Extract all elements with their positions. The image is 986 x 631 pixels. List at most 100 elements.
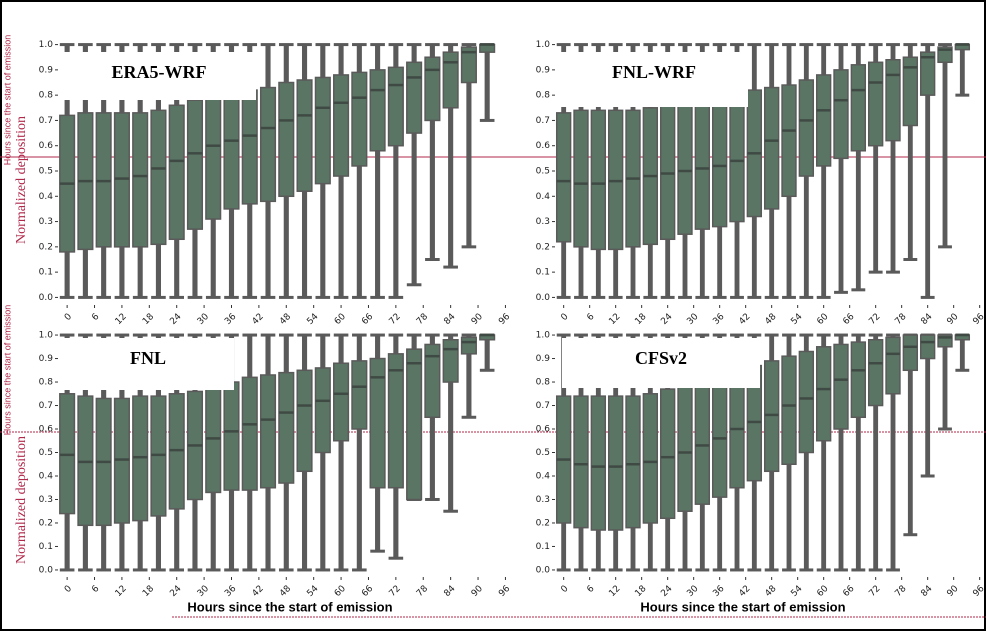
box xyxy=(314,367,331,454)
y-tick-label: 0.8 xyxy=(536,91,551,101)
box xyxy=(815,346,832,442)
box xyxy=(711,374,728,498)
box xyxy=(850,64,867,152)
box xyxy=(424,343,441,419)
y-tick-label: 0.2 xyxy=(39,242,53,252)
box xyxy=(205,94,222,220)
box xyxy=(607,395,624,531)
y-tick-label: 1.0 xyxy=(39,331,54,341)
y-tick-label: 0.5 xyxy=(536,448,550,458)
box xyxy=(781,355,797,465)
box xyxy=(937,46,953,64)
box xyxy=(607,109,624,251)
box xyxy=(885,336,901,395)
box xyxy=(677,99,693,235)
panel-title: ERA5-WRF xyxy=(112,62,207,82)
y-tick-label: 1.0 xyxy=(39,40,54,50)
y-tick-label: 0.3 xyxy=(536,217,550,227)
box xyxy=(460,46,477,84)
y-tick-label: 0.2 xyxy=(536,518,550,528)
box xyxy=(902,334,919,372)
box xyxy=(241,376,258,491)
x-axis-label: Hours since the start of emission xyxy=(640,599,845,614)
box xyxy=(132,112,149,248)
panel-title: FNL xyxy=(130,348,166,368)
box xyxy=(150,109,167,246)
box xyxy=(296,79,313,192)
panel-title: FNL-WRF xyxy=(612,62,696,82)
y-tick-label: 0.9 xyxy=(39,65,54,75)
x-tick-label: 0 xyxy=(63,312,74,323)
overlay-label: Hours since the start of emission xyxy=(2,305,12,436)
y-tick-label: 0.8 xyxy=(536,378,551,388)
box xyxy=(387,66,404,147)
box xyxy=(259,374,277,489)
y-tick-label: 0.7 xyxy=(39,401,53,411)
box xyxy=(442,51,459,109)
box xyxy=(694,378,711,505)
y-tick-label: 0.2 xyxy=(39,518,53,528)
y-tick-label: 0.0 xyxy=(536,565,551,575)
box xyxy=(937,334,953,348)
x-tick-label: 6 xyxy=(90,312,101,323)
panel-label-box xyxy=(562,338,760,388)
y-tick-label: 0.0 xyxy=(536,293,551,303)
y-tick-label: 0.4 xyxy=(536,471,551,481)
box xyxy=(798,79,815,177)
y-tick-label: 0.6 xyxy=(536,425,551,435)
box xyxy=(555,112,572,243)
y-tick-label: 0.0 xyxy=(39,565,54,575)
box xyxy=(659,388,676,520)
y-tick-label: 0.4 xyxy=(39,192,54,202)
box xyxy=(314,76,331,185)
y-tick-label: 0.1 xyxy=(536,542,550,552)
y-tick-label: 0.6 xyxy=(39,141,54,151)
panel-label-box xyxy=(560,52,748,107)
x-tick-label: 0 xyxy=(63,584,74,595)
box xyxy=(369,69,386,152)
box xyxy=(781,84,797,198)
y-tick-label: 0.3 xyxy=(536,495,550,505)
y-tick-label: 0.9 xyxy=(536,354,551,364)
box xyxy=(406,348,423,501)
box xyxy=(333,74,350,177)
x-tick-label: 6 xyxy=(585,584,596,595)
box xyxy=(241,89,258,205)
box xyxy=(223,381,240,491)
box xyxy=(850,341,867,419)
x-tick-label: 6 xyxy=(585,312,596,323)
y-tick-label: 0.6 xyxy=(536,141,551,151)
box xyxy=(296,369,313,473)
panel-label-box xyxy=(62,52,256,100)
y-tick-label: 0.8 xyxy=(39,91,54,101)
y-tick-label: 0.7 xyxy=(536,401,550,411)
box xyxy=(590,395,607,531)
y-tick-label: 0.4 xyxy=(536,192,551,202)
box xyxy=(369,357,386,489)
overlay-label: Hours since the start of emission xyxy=(2,35,12,166)
box xyxy=(113,112,130,248)
box xyxy=(442,338,459,383)
box xyxy=(815,74,832,167)
box xyxy=(919,51,936,96)
box xyxy=(798,350,815,454)
x-tick-label: 0 xyxy=(559,312,570,323)
y-tick-label: 0.5 xyxy=(536,167,550,177)
box xyxy=(833,343,849,430)
y-tick-label: 0.0 xyxy=(39,293,54,303)
box xyxy=(278,371,295,484)
y-tick-label: 0.2 xyxy=(536,242,550,252)
box xyxy=(460,336,477,355)
box xyxy=(406,61,423,134)
box xyxy=(659,104,676,241)
box xyxy=(259,86,277,203)
box xyxy=(625,395,641,529)
panel-label-box xyxy=(62,338,234,390)
y-axis-label: Normalized deposition xyxy=(14,116,29,244)
box xyxy=(168,104,185,241)
x-axis-label: Hours since the start of emission xyxy=(187,599,392,614)
y-tick-label: 1.0 xyxy=(536,40,551,50)
y-tick-label: 0.5 xyxy=(39,448,53,458)
box xyxy=(642,393,659,524)
box xyxy=(729,91,745,223)
